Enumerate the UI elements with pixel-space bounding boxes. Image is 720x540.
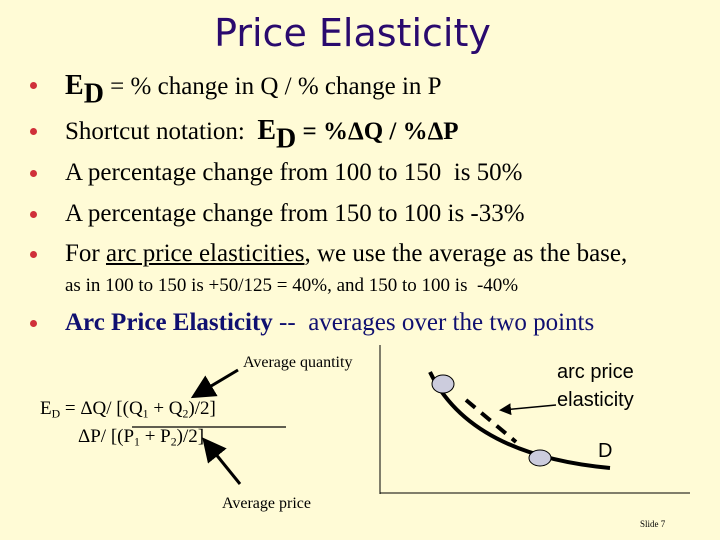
text: -- averages over the two points [272,309,595,336]
arrow [202,437,242,485]
bullet [30,251,37,258]
label: D [598,440,613,462]
point [528,449,552,467]
arrow [499,403,557,416]
symbol: E [40,398,52,419]
text: ΔP/ [(P [78,426,135,447]
underlined: arc price elasticities [105,240,305,267]
bullet [30,170,37,177]
text: = % change in Q / % change in P [103,73,442,100]
label: Average quantity [243,354,353,371]
subscript: D [276,123,297,155]
bullet-text: ED = % change in Q / % change in P [65,72,442,108]
bullet-text: A percentage change from 150 to 100 is -… [65,200,525,227]
subscript: 2 [182,407,189,421]
subscript: D [51,407,61,421]
bold: Arc Price Elasticity [65,309,273,336]
slide-number: Slide 7 [640,519,666,529]
subscript: 1 [142,407,149,421]
label: elasticity [557,389,634,411]
demand-curve [428,371,611,470]
bullet-text: A percentage change from 100 to 150 is 5… [65,159,523,186]
bullet-text: Arc Price Elasticity -- averages over th… [65,310,594,335]
subscript: 1 [134,435,140,449]
bullet-text: For arc price elasticities, we use the a… [65,241,627,266]
text: , we use the average as the base, [304,240,628,267]
text: )/2] [188,398,216,419]
label: Average price [222,495,311,512]
text: For [65,240,106,267]
text: + P [139,426,171,447]
arrow [190,368,239,399]
subscript: 2 [170,435,177,449]
text: = ΔQ/ [(Q [60,398,143,419]
text: Shortcut notation: [65,118,258,145]
bullet [30,211,37,218]
formula-denominator: ΔP/ [(P1 + P2)/2] [78,427,204,448]
text: )/2] [176,426,205,447]
arc-line [464,398,518,444]
symbol: E [257,115,277,146]
point [431,374,455,394]
title: Price Elasticity [214,11,491,55]
formula: = %ΔQ / %ΔP [296,118,459,145]
label: arc price [557,361,634,383]
text: + Q [148,398,183,419]
formula-numerator: ED = ΔQ/ [(Q1 + Q2)/2] [40,399,216,420]
subscript: D [83,78,104,110]
bullet [30,320,37,327]
symbol: E [65,70,84,101]
bullet [30,82,37,89]
bullet-text: Shortcut notation: ED = %ΔQ / %ΔP [65,117,459,153]
sub-text: as in 100 to 150 is +50/125 = 40%, and 1… [65,275,519,296]
bullet [30,128,37,135]
